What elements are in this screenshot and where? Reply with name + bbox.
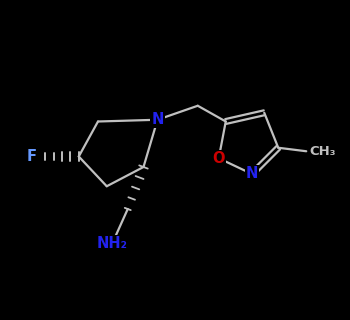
Text: O: O xyxy=(212,151,225,166)
Text: CH₃: CH₃ xyxy=(309,145,336,158)
Text: N: N xyxy=(246,166,258,181)
Text: NH₂: NH₂ xyxy=(97,236,127,252)
Text: N: N xyxy=(151,112,164,127)
Text: F: F xyxy=(27,149,36,164)
